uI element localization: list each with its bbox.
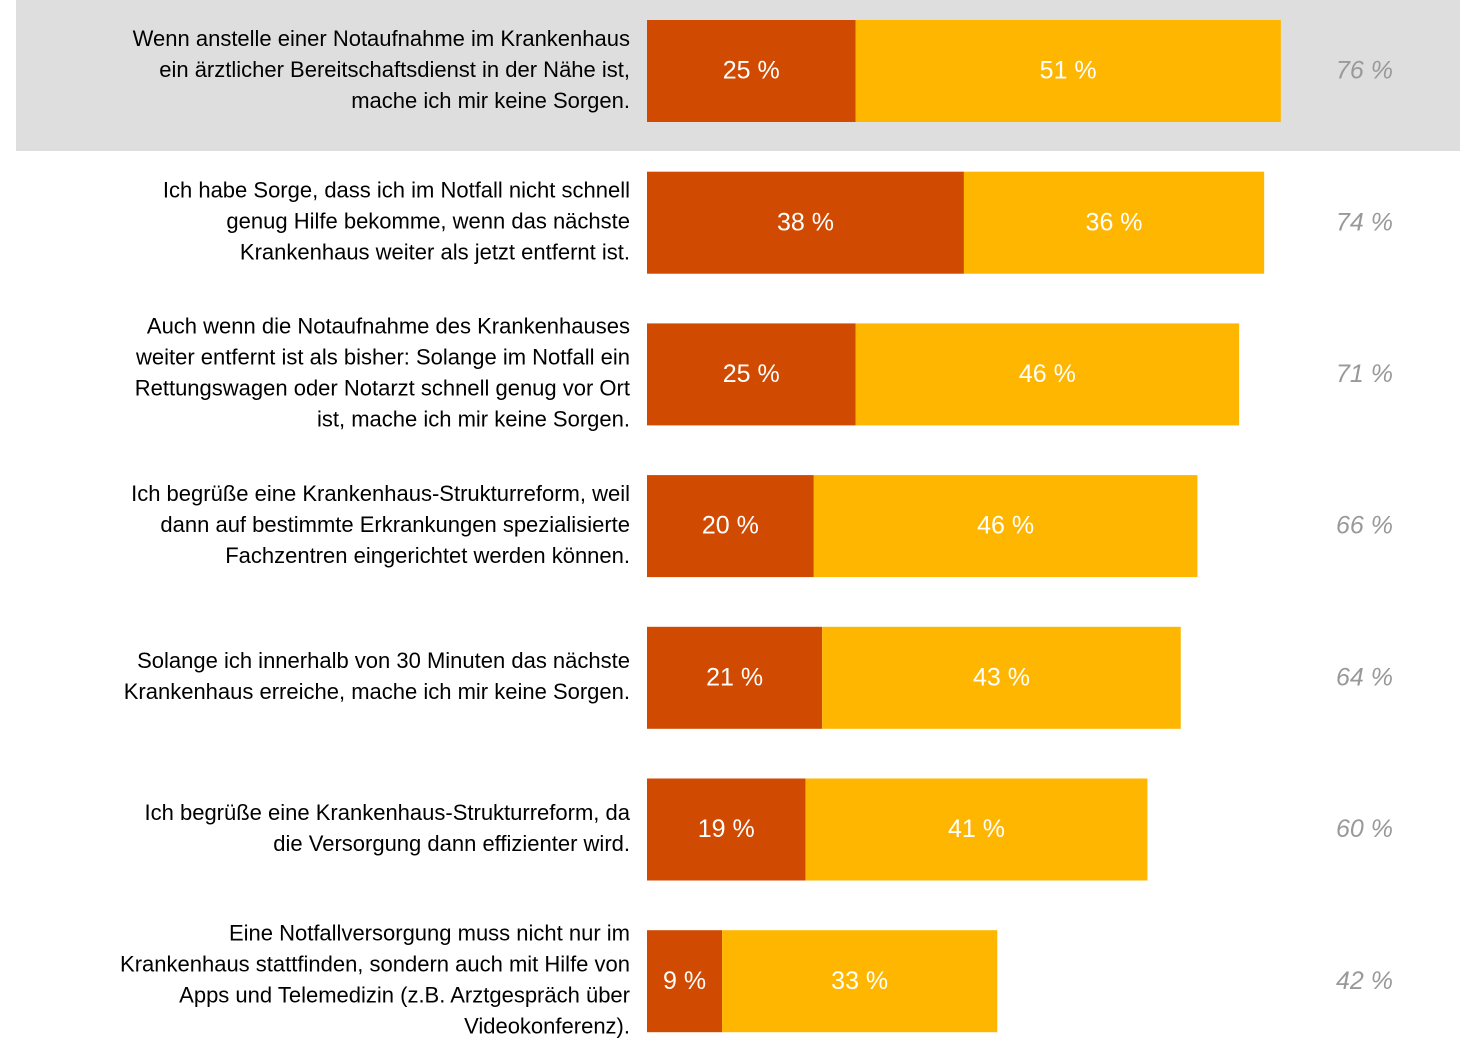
total-label: 66 % [1336,512,1393,540]
value-label: 46 % [1019,360,1076,388]
bar-segment [963,171,1265,274]
value-label: 33 % [831,967,888,995]
value-label: 43 % [973,663,1030,691]
bar-segment [647,930,723,1033]
category-label: weiter entfernt ist als bisher: Solange … [135,345,630,370]
value-label: 21 % [706,663,763,691]
total-label: 60 % [1336,815,1393,843]
total-label: 42 % [1336,967,1393,995]
category-label: mache ich mir keine Sorgen. [351,88,630,113]
bar-segment [647,20,856,122]
value-label: 25 % [723,360,780,388]
category-label: Wenn anstelle einer Notaufnahme im Krank… [133,26,630,51]
total-label: 74 % [1336,208,1393,236]
value-label: 25 % [723,57,780,85]
category-label: die Versorgung dann effizienter wird. [273,831,630,856]
bar-segment [722,930,998,1033]
category-label: Fachzentren eingerichtet werden können. [225,543,630,568]
bar-segment [822,626,1181,729]
category-label: Ich begrüße eine Krankenhaus-Strukturref… [131,481,630,506]
category-label: Solange ich innerhalb von 30 Minuten das… [137,648,630,673]
category-label: Auch wenn die Notaufnahme des Krankenhau… [147,314,630,339]
bar-segment [647,171,964,274]
value-label: 41 % [948,815,1005,843]
value-label: 46 % [977,512,1034,540]
total-label: 71 % [1336,360,1393,388]
value-label: 38 % [777,208,834,236]
bar-segment [647,778,806,881]
category-label: Krankenhaus weiter als jetzt entfernt is… [240,240,630,265]
value-label: 19 % [698,815,755,843]
total-label: 64 % [1336,663,1393,691]
category-label: ist, mache ich mir keine Sorgen. [317,407,630,432]
value-label: 9 % [663,967,706,995]
category-label: genug Hilfe bekomme, wenn das nächste [226,209,630,234]
value-label: 51 % [1040,57,1097,85]
category-label: Rettungswagen oder Notarzt schnell genug… [135,376,630,401]
bar-segment [647,626,823,729]
category-label: Eine Notfallversorgung muss nicht nur im [229,921,630,946]
category-label: Ich habe Sorge, dass ich im Notfall nich… [163,178,630,203]
value-label: 20 % [702,512,759,540]
category-label: Apps und Telemedizin (z.B. Arztgespräch … [179,983,630,1008]
total-label: 76 % [1336,57,1393,85]
category-label: dann auf bestimmte Erkrankungen speziali… [160,512,630,537]
category-label: Videokonferenz). [464,1014,630,1039]
category-label: ein ärztlicher Bereitschaftsdienst in de… [159,57,630,82]
value-label: 36 % [1086,208,1143,236]
category-label: Krankenhaus erreiche, mache ich mir kein… [124,679,630,704]
category-label: Krankenhaus stattfinden, sondern auch mi… [120,952,630,977]
bar-segment [805,778,1148,881]
bar-segment [813,475,1198,578]
bar-segment [855,20,1281,122]
bar-segment [855,323,1240,426]
category-label: Ich begrüße eine Krankenhaus-Strukturref… [145,800,631,825]
bar-segment [647,475,814,578]
bar-segment [647,323,856,426]
